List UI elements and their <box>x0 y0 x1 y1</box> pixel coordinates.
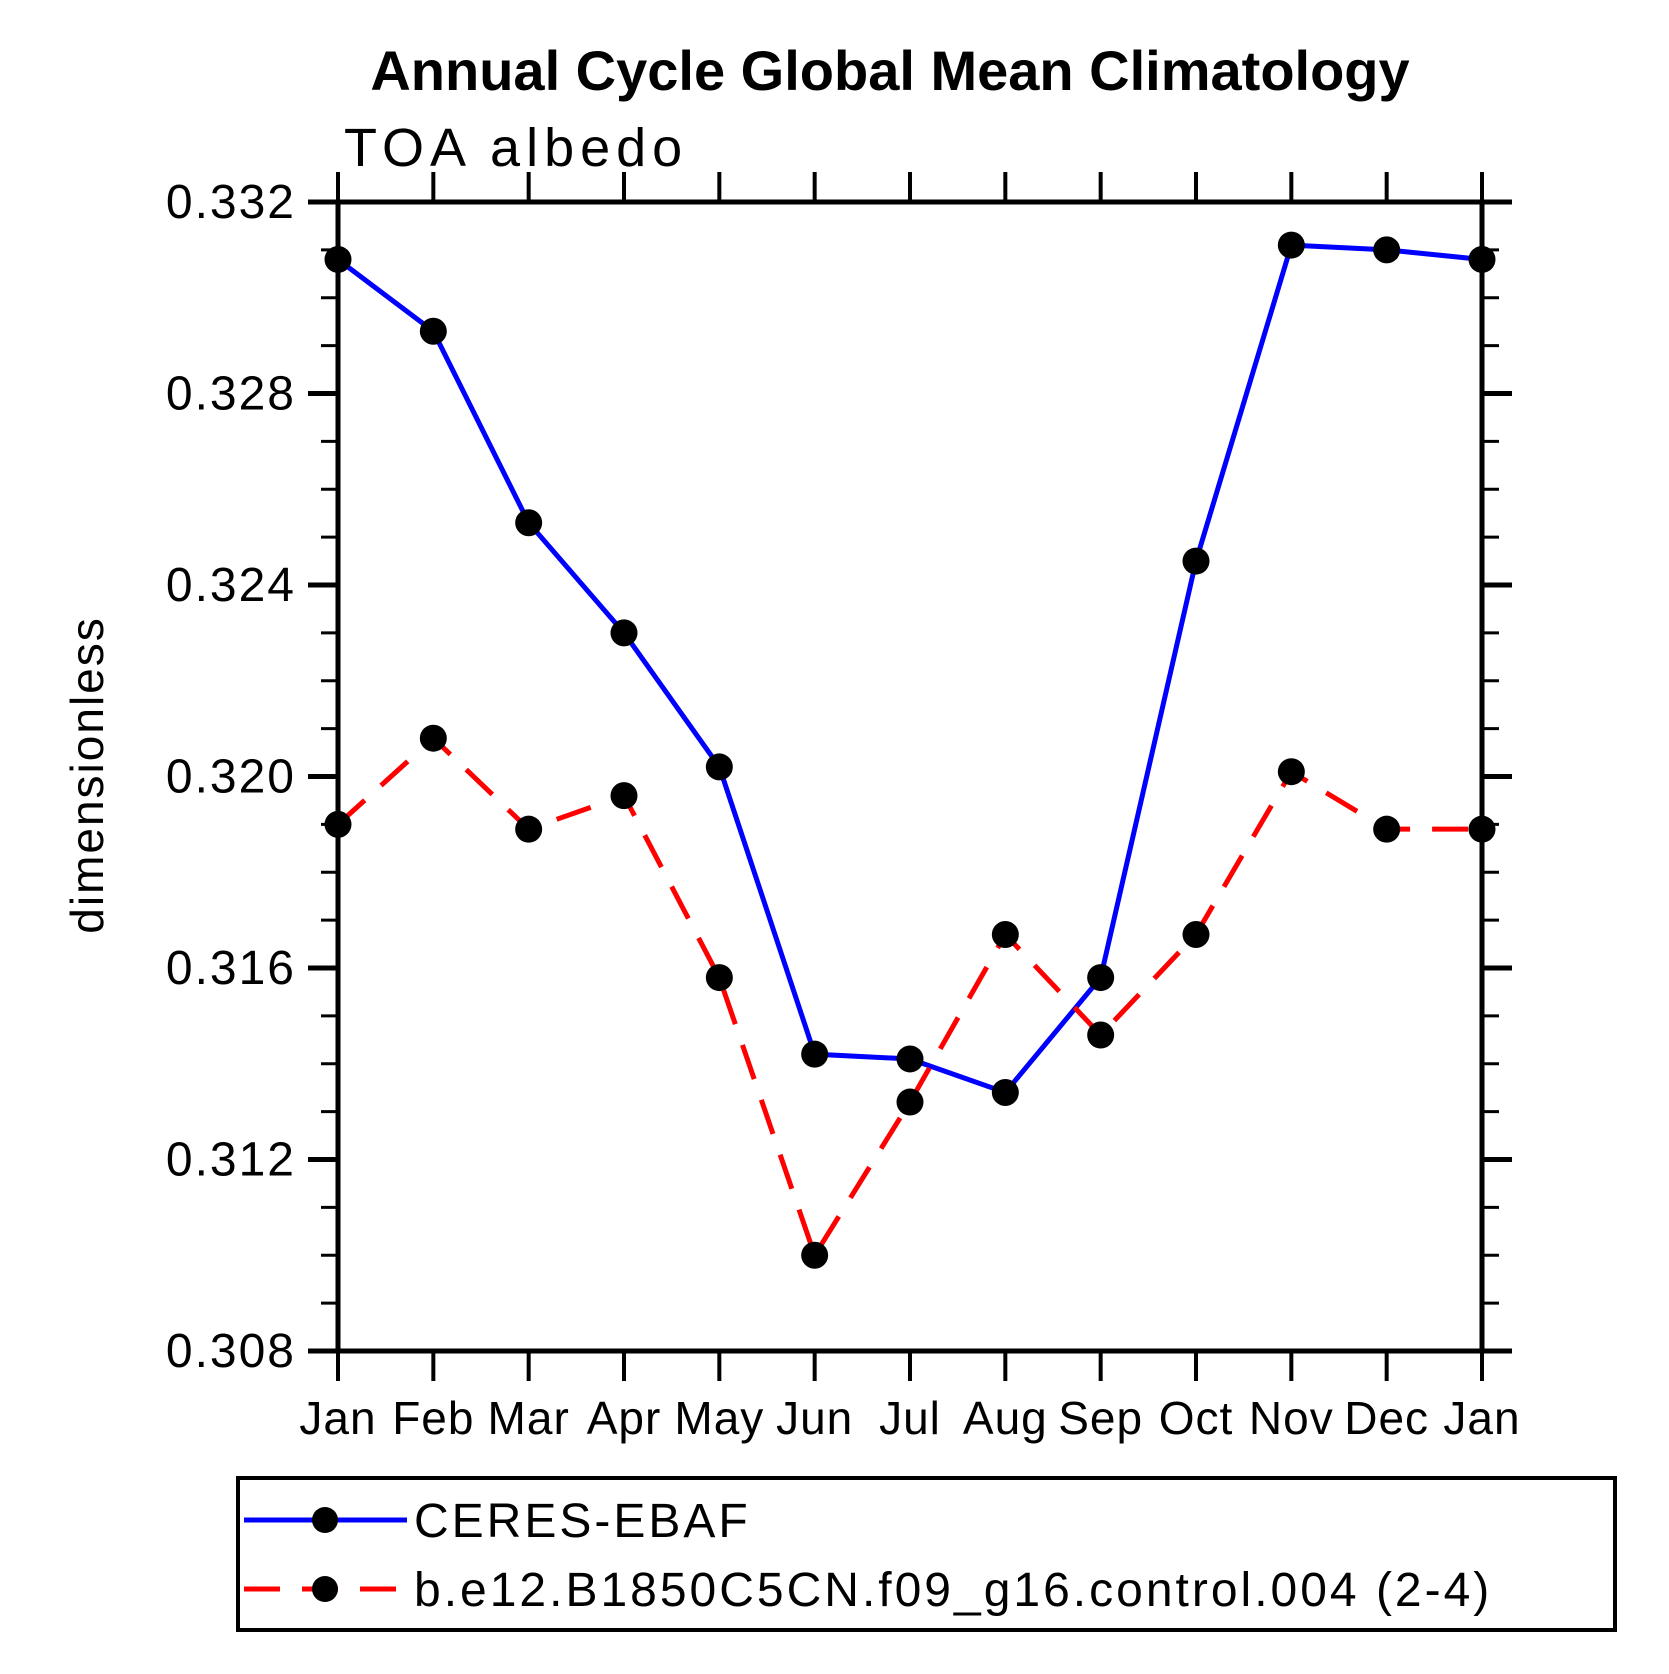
data-point-series-1 <box>1373 815 1401 843</box>
data-point-series-1 <box>324 810 352 838</box>
data-point-series-0 <box>1182 547 1210 575</box>
legend-marker-dot <box>312 1507 338 1533</box>
data-point-series-1 <box>1468 815 1496 843</box>
y-tick-label: 0.320 <box>166 751 296 804</box>
legend-entry-ceres: CERES-EBAF <box>244 1495 751 1548</box>
x-tick-label: Sep <box>1058 1392 1143 1444</box>
x-tick-label: Oct <box>1159 1392 1234 1444</box>
y-tick-label: 0.308 <box>166 1325 296 1378</box>
x-tick-label: May <box>674 1392 764 1444</box>
data-point-series-1 <box>801 1241 829 1269</box>
x-tick-label: Nov <box>1249 1392 1334 1444</box>
y-axis-label: dimensionless <box>61 616 113 933</box>
data-point-series-0 <box>896 1045 924 1073</box>
x-tick-label: Jan <box>1443 1392 1520 1444</box>
x-tick-label: Apr <box>587 1392 662 1444</box>
y-tick-label: 0.312 <box>166 1134 296 1187</box>
series-line-0 <box>336 242 1483 1096</box>
data-point-series-1 <box>610 782 638 810</box>
chart-subtitle: TOA albedo <box>344 118 688 178</box>
y-tick-label: 0.328 <box>166 368 296 421</box>
legend-box <box>236 1476 1617 1632</box>
y-tick-label: 0.324 <box>166 559 296 612</box>
data-point-series-1 <box>1277 758 1305 786</box>
legend-entry-model: b.e12.B1850C5CN.f09_g16.control.004 (2-4… <box>244 1564 1492 1617</box>
x-tick-label: Aug <box>963 1392 1048 1444</box>
x-tick-label: Jul <box>879 1392 941 1444</box>
data-point-series-0 <box>1087 964 1115 992</box>
data-point-series-1 <box>515 815 543 843</box>
data-point-series-0 <box>515 509 543 537</box>
data-point-series-0 <box>324 245 352 273</box>
legend: CERES-EBAF b.e12.B1850C5CN.f09_g16.contr… <box>236 1476 1617 1632</box>
data-point-series-0 <box>801 1040 829 1068</box>
data-point-series-0 <box>991 1078 1019 1106</box>
data-point-series-1 <box>1182 920 1210 948</box>
x-tick-label: Feb <box>392 1392 474 1444</box>
y-tick-label: 0.332 <box>166 176 296 229</box>
plot-frame <box>335 199 1485 1354</box>
x-tick-label: Mar <box>488 1392 570 1444</box>
data-point-series-0 <box>1277 231 1305 259</box>
data-point-series-1 <box>896 1088 924 1116</box>
data-point-series-1 <box>1087 1021 1115 1049</box>
series-line-1 <box>336 734 1482 1262</box>
y-tick-label: 0.316 <box>166 942 296 995</box>
data-point-series-1 <box>705 964 733 992</box>
data-point-series-1 <box>419 724 447 752</box>
legend-label-ceres: CERES-EBAF <box>414 1495 751 1548</box>
legend-marker-dot <box>312 1576 338 1602</box>
data-point-series-0 <box>610 619 638 647</box>
data-point-series-1 <box>991 920 1019 948</box>
x-tick-label: Dec <box>1344 1392 1429 1444</box>
data-point-series-0 <box>1468 245 1496 273</box>
data-point-series-0 <box>1373 236 1401 264</box>
data-point-series-0 <box>705 753 733 781</box>
x-tick-label: Jan <box>299 1392 376 1444</box>
x-tick-label: Jun <box>776 1392 853 1444</box>
axes: 0.308 0.312 0.316 0.320 0.324 0.328 0.332 Jan Fe… <box>166 172 1520 1444</box>
chart-title: Annual Cycle Global Mean Climatology <box>370 39 1409 102</box>
legend-label-model: b.e12.B1850C5CN.f09_g16.control.004 (2-4… <box>414 1564 1492 1617</box>
data-point-series-0 <box>419 317 447 345</box>
data-series <box>324 231 1496 1269</box>
